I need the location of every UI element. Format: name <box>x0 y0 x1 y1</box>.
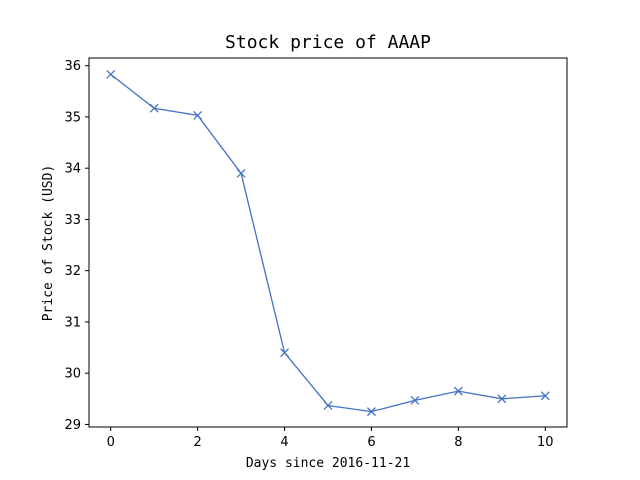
x-tick-label: 0 <box>107 435 115 450</box>
x-tick-label: 10 <box>537 435 554 450</box>
x-tick-label: 8 <box>454 435 462 450</box>
y-tick-label: 34 <box>64 162 81 177</box>
y-tick-label: 30 <box>64 367 81 382</box>
data-point-marker <box>540 391 550 401</box>
x-axis: 0 2 4 6 8 10 <box>107 427 554 450</box>
data-point-marker <box>193 110 203 120</box>
data-point-marker <box>323 401 333 410</box>
x-tick-label: 6 <box>367 435 375 450</box>
data-point-marker <box>410 395 420 405</box>
x-axis-label: Days since 2016-11-21 <box>246 456 410 471</box>
y-tick-label: 33 <box>64 213 81 228</box>
y-tick-label: 29 <box>64 418 81 433</box>
data-point-marker <box>106 69 116 79</box>
data-point-marker <box>280 348 290 358</box>
data-point-marker <box>149 103 159 113</box>
x-tick-label: 2 <box>193 435 201 450</box>
data-point-marker <box>236 168 246 178</box>
y-tick-label: 35 <box>64 110 81 125</box>
y-tick-label: 31 <box>64 315 81 330</box>
data-point-marker <box>497 394 507 404</box>
y-axis-label: Price of Stock (USD) <box>41 165 56 322</box>
y-tick-label: 32 <box>64 264 81 279</box>
y-axis: 29 30 31 32 33 34 35 36 <box>64 59 89 433</box>
plot-area <box>106 69 550 417</box>
data-point-marker <box>366 407 376 417</box>
series-line <box>110 73 546 413</box>
x-tick-label: 4 <box>280 435 288 450</box>
axes-frame <box>88 57 568 428</box>
data-point-marker <box>453 386 463 396</box>
y-tick-label: 36 <box>64 59 81 74</box>
chart-title: Stock price of AAAP <box>225 32 431 53</box>
